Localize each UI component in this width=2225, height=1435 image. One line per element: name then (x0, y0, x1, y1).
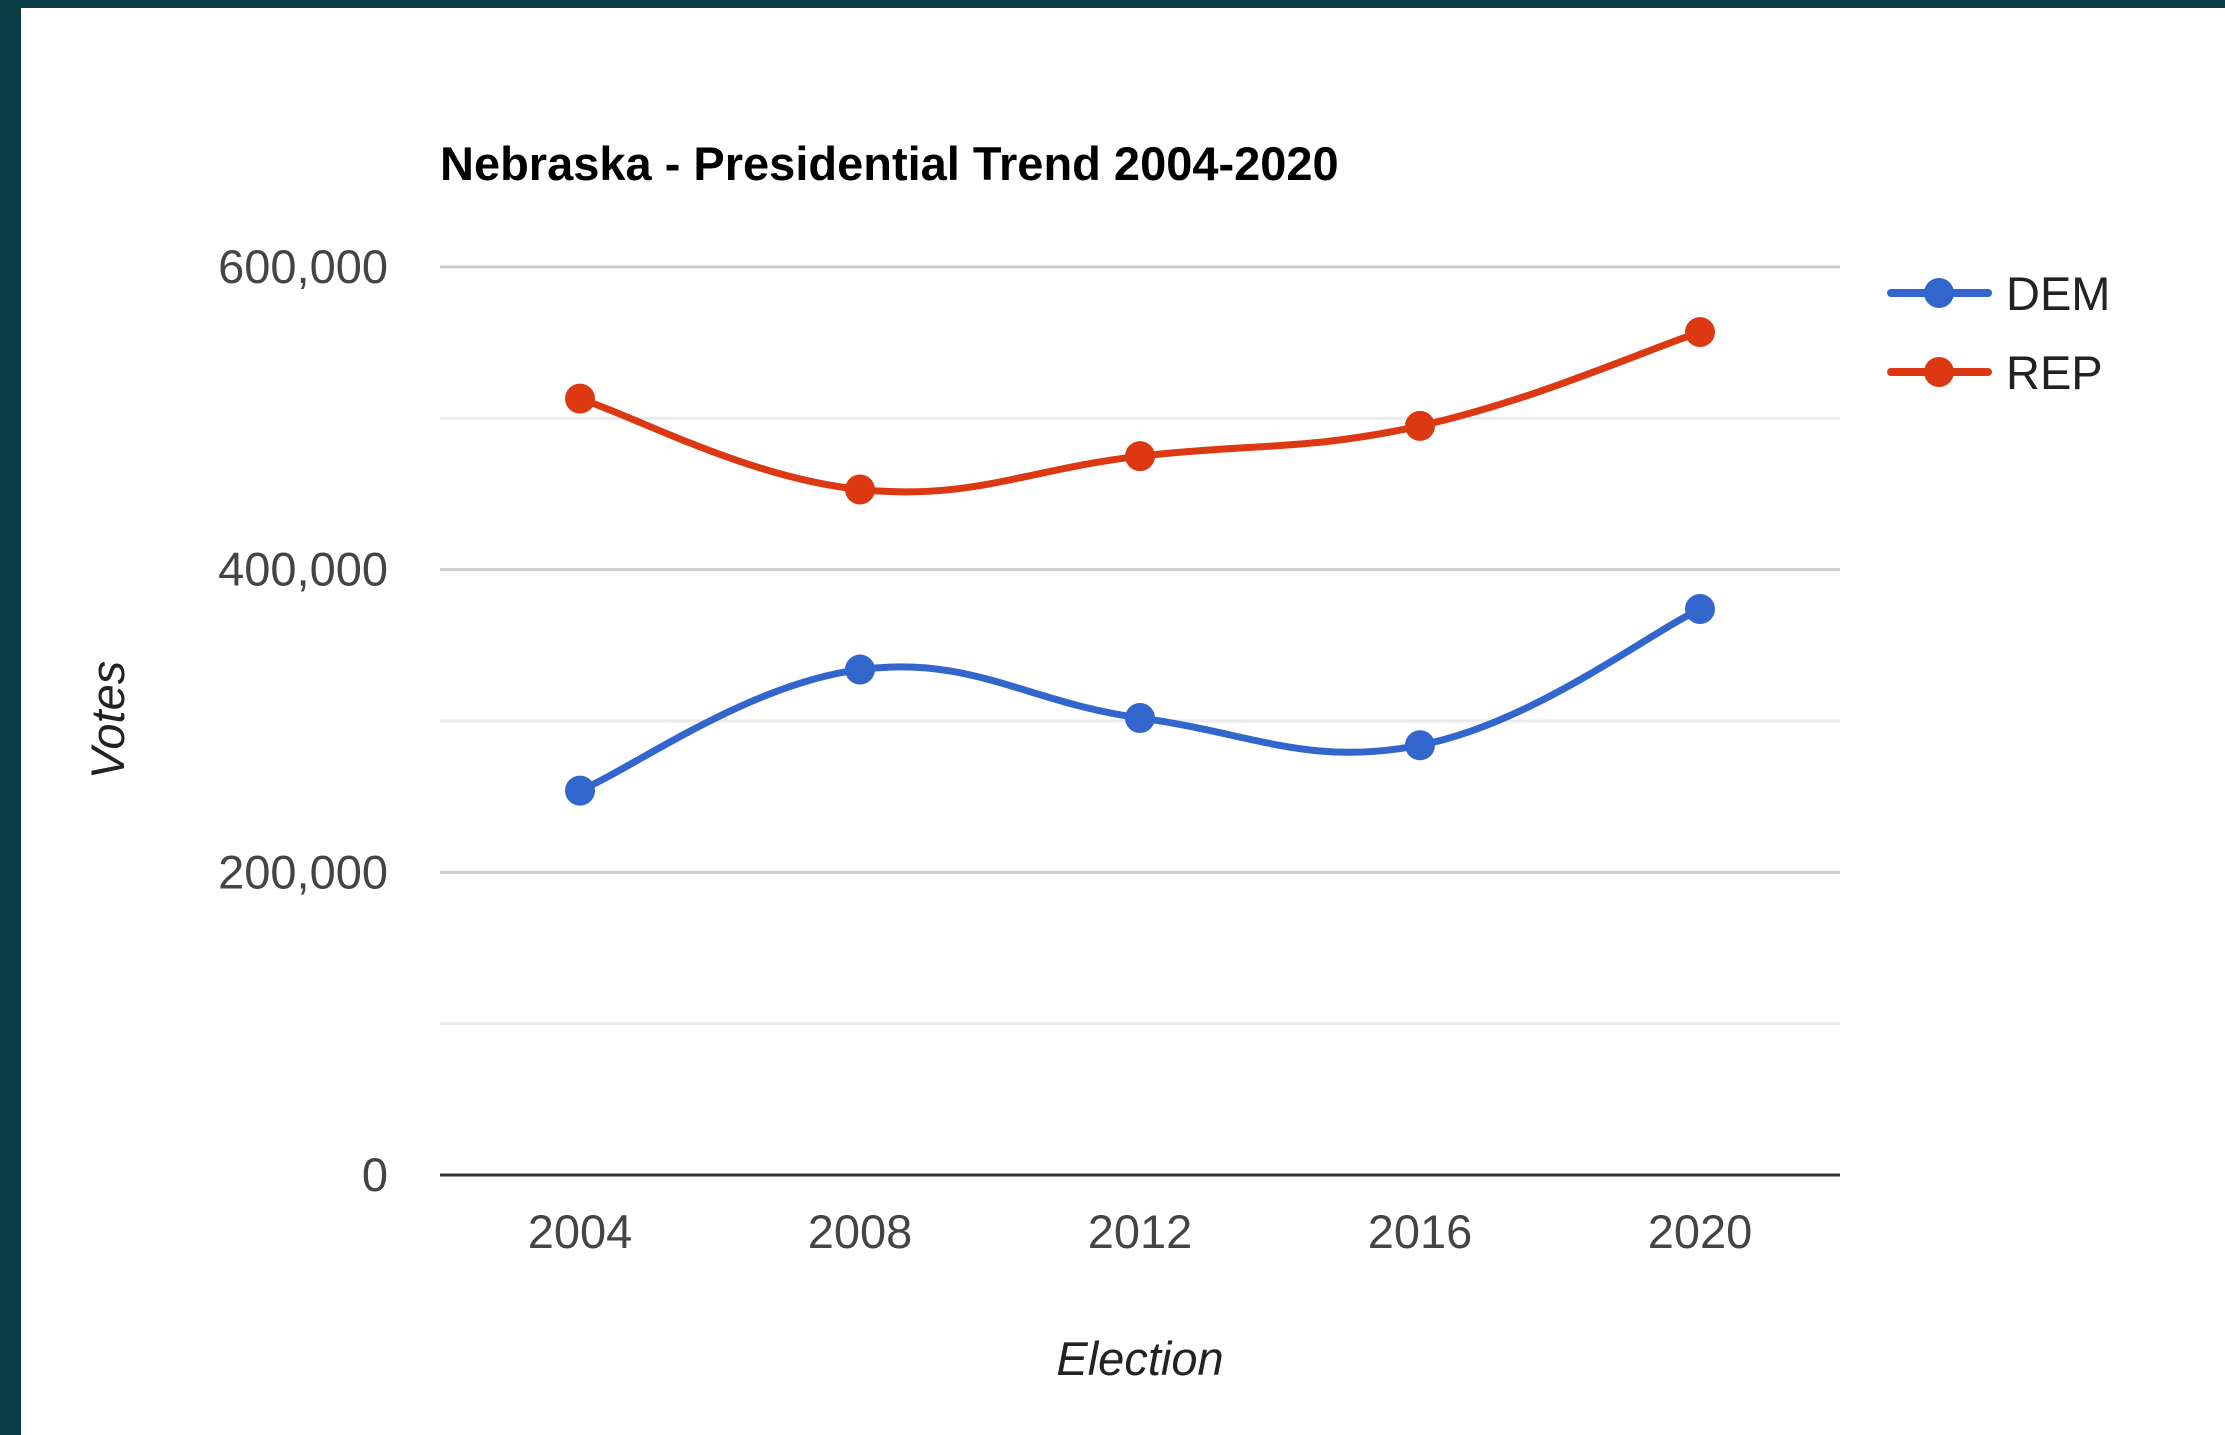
y-tick-label: 0 (362, 1148, 388, 1201)
legend: DEM REP (1887, 267, 2110, 399)
series-line-dem (576, 605, 1704, 795)
x-tick-label: 2020 (1648, 1205, 1753, 1258)
data-point-rep (565, 383, 595, 414)
data-point-rep (1405, 410, 1435, 441)
data-point-dem (1685, 594, 1715, 625)
x-tick-label: 2012 (1088, 1205, 1193, 1258)
x-tick-label: 2008 (808, 1205, 913, 1258)
y-axis-tick-labels: 0 200,000 400,000 600,000 (218, 240, 388, 1201)
data-point-dem (565, 775, 595, 806)
legend-label-dem: DEM (2006, 267, 2110, 320)
data-point-rep (1125, 441, 1155, 472)
y-tick-label: 600,000 (218, 240, 388, 293)
x-tick-label: 2016 (1368, 1205, 1473, 1258)
gridlines (440, 265, 1840, 1026)
data-point-rep (845, 474, 875, 505)
data-point-dem (845, 654, 875, 685)
x-axis-title: Election (1056, 1332, 1223, 1385)
legend-marker-dem (1924, 278, 1954, 308)
legend-label-rep: REP (2006, 346, 2103, 399)
chart-title: Nebraska - Presidential Trend 2004-2020 (440, 137, 1339, 190)
x-tick-label: 2004 (528, 1205, 633, 1258)
data-point-rep (1685, 317, 1715, 348)
x-axis-tick-labels: 2004 2008 2012 2016 2020 (528, 1205, 1753, 1258)
y-tick-label: 200,000 (218, 845, 388, 898)
y-axis-title: Votes (81, 661, 134, 779)
data-point-dem (1405, 730, 1435, 761)
data-point-dem (1125, 702, 1155, 733)
series-lines (565, 317, 1715, 806)
y-tick-label: 400,000 (218, 543, 388, 596)
legend-marker-rep (1924, 357, 1954, 387)
